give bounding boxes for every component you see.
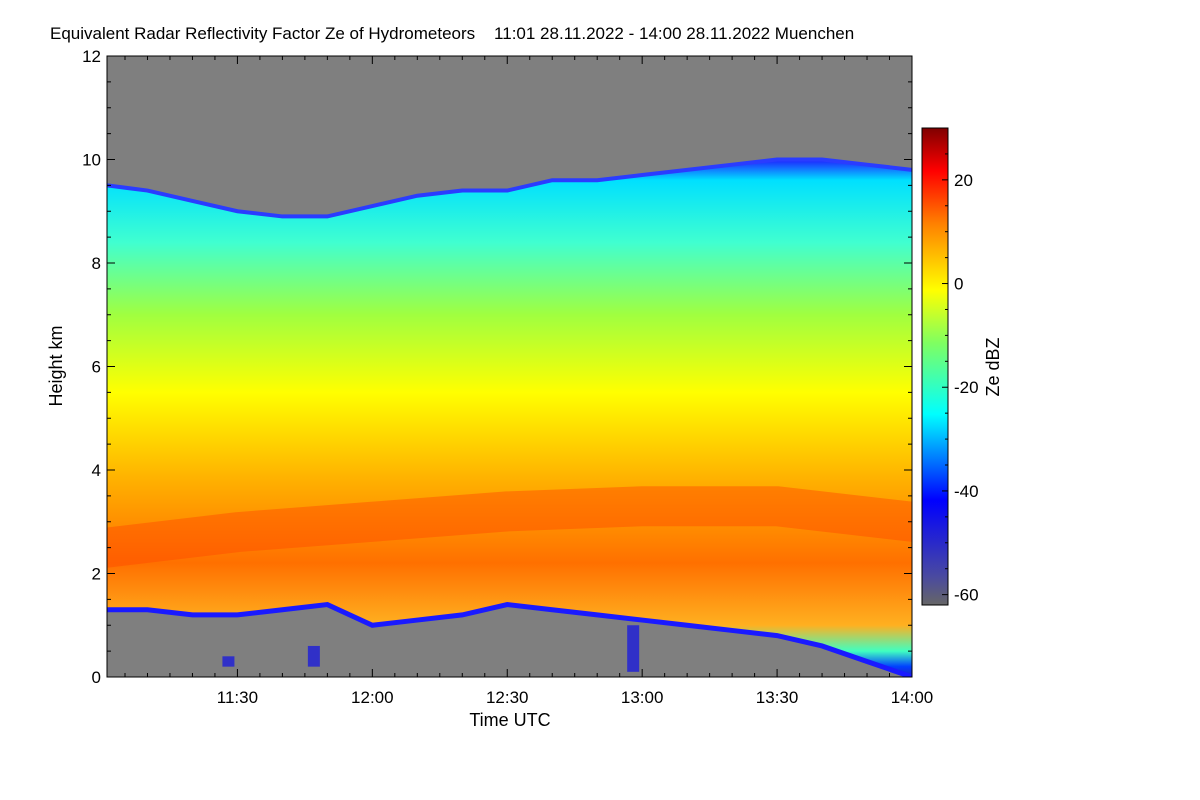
- plot-area: [107, 56, 912, 677]
- y-axis: 0 2 4 6 8 10 12: [82, 47, 912, 687]
- y-tick-label: 0: [92, 668, 101, 687]
- x-axis-label: Time UTC: [469, 710, 550, 730]
- chart-title: Equivalent Radar Reflectivity Factor Ze …: [50, 24, 854, 43]
- cloud-base-edge: [107, 601, 912, 677]
- y-axis-label: Height km: [46, 325, 66, 406]
- low-echo-mark: [307, 645, 320, 667]
- x-tick-label: 14:00: [891, 688, 934, 707]
- x-tick-label: 13:00: [621, 688, 664, 707]
- x-tick-label: 12:00: [351, 688, 394, 707]
- colorbar-tick-label: -60: [954, 586, 979, 605]
- colorbar-label: Ze dBZ: [983, 337, 1003, 396]
- colorbar-tick-label: 20: [954, 171, 973, 190]
- max-reflectivity-layer: [107, 486, 912, 568]
- y-tick-label: 2: [92, 565, 101, 584]
- low-echo-mark: [222, 656, 235, 667]
- colorbar-tick-label: 0: [954, 275, 963, 294]
- x-axis: 11:30 12:00 12:30 13:00 13:30 14:00: [124, 56, 934, 707]
- x-tick-label: 13:30: [756, 688, 799, 707]
- cloud-echo-region: [107, 159, 912, 677]
- cloud-layer: [107, 157, 912, 677]
- colorbar-tick-label: -40: [954, 482, 979, 501]
- low-echo-mark: [627, 625, 640, 672]
- x-tick-label: 11:30: [217, 688, 258, 707]
- y-tick-label: 10: [82, 151, 101, 170]
- colorbar: [921, 127, 949, 606]
- y-tick-label: 4: [92, 461, 101, 480]
- y-tick-label: 6: [92, 358, 101, 377]
- y-tick-label: 12: [82, 47, 101, 66]
- y-tick-label: 8: [92, 254, 101, 273]
- colorbar-tick-label: -20: [954, 378, 979, 397]
- colorbar-axis: 20 0 -20 -40 -60: [942, 127, 979, 605]
- x-tick-label: 12:30: [486, 688, 529, 707]
- cloud-top-edge: [107, 157, 912, 219]
